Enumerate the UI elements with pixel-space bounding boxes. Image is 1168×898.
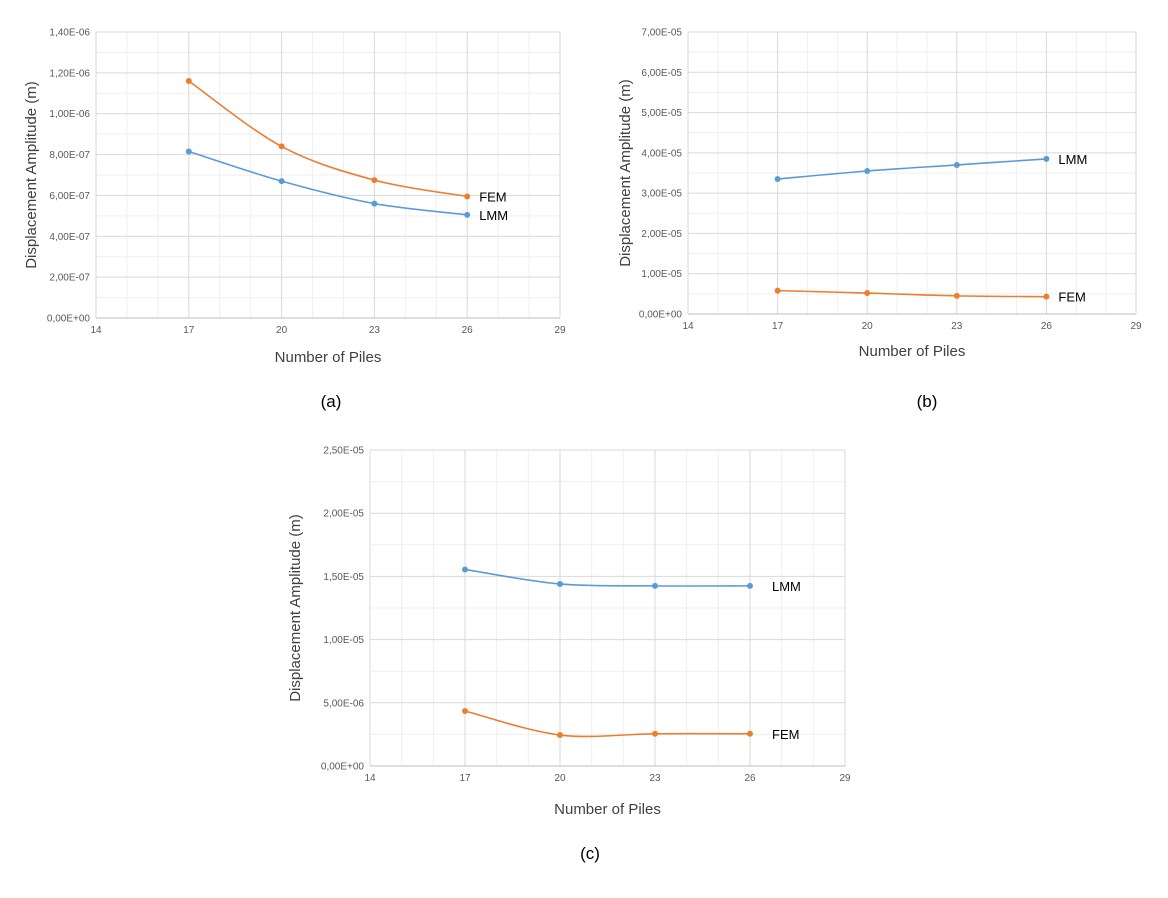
chart-b: 0,00E+00 1,00E-05 2,00E-05 3,00E-05 4,00E-05… bbox=[617, 28, 1142, 361]
y-tick-label: 7,00E-05 bbox=[641, 28, 682, 39]
series-line-lmm bbox=[777, 158, 1047, 180]
caption-b: (b) bbox=[917, 392, 938, 411]
y-tick-label: 0,00E+00 bbox=[639, 310, 683, 321]
x-tick-label: 23 bbox=[951, 321, 963, 332]
data-point-fem bbox=[278, 143, 285, 150]
series-label-lmm: LMM bbox=[479, 208, 508, 223]
y-tick-label: 4,00E-07 bbox=[49, 232, 90, 243]
y-axis-title: Displacement Amplitude (m) bbox=[617, 79, 634, 267]
x-axis-title: Number of Piles bbox=[275, 349, 382, 366]
x-tick-label: 29 bbox=[1130, 321, 1142, 332]
caption-a: (a) bbox=[321, 392, 342, 411]
x-tick-label: 17 bbox=[183, 325, 195, 336]
x-tick-label: 26 bbox=[462, 325, 474, 336]
y-tick-label: 5,00E-06 bbox=[323, 698, 364, 709]
series-label-lmm: LMM bbox=[1058, 152, 1087, 167]
data-point-fem bbox=[462, 708, 468, 715]
y-tick-label: 1,00E-06 bbox=[49, 109, 90, 120]
data-point-lmm bbox=[953, 161, 960, 168]
x-tick-label: 23 bbox=[649, 773, 661, 784]
data-point-fem bbox=[557, 732, 563, 739]
data-point-fem bbox=[371, 177, 378, 184]
x-tick-label: 20 bbox=[862, 321, 874, 332]
y-tick-label: 8,00E-07 bbox=[49, 150, 90, 161]
data-point-lmm bbox=[747, 582, 753, 589]
x-tick-label: 20 bbox=[276, 325, 288, 336]
y-tick-label: 1,00E-05 bbox=[641, 269, 682, 280]
x-axis-title: Number of Piles bbox=[554, 801, 661, 818]
series-label-fem: FEM bbox=[479, 189, 506, 204]
data-point-fem bbox=[464, 193, 471, 200]
x-tick-label: 23 bbox=[369, 325, 381, 336]
data-point-fem bbox=[864, 290, 871, 297]
x-tick-label: 26 bbox=[1041, 321, 1053, 332]
y-tick-label: 2,50E-05 bbox=[323, 446, 364, 457]
y-tick-label: 6,00E-07 bbox=[49, 191, 90, 202]
data-point-lmm bbox=[185, 148, 192, 155]
x-tick-label: 29 bbox=[554, 325, 566, 336]
data-point-lmm bbox=[864, 167, 871, 174]
x-tick-label: 14 bbox=[90, 325, 102, 336]
y-tick-label: 5,00E-05 bbox=[641, 108, 682, 119]
y-tick-label: 1,20E-06 bbox=[49, 68, 90, 79]
y-axis-title: Displacement Amplitude (m) bbox=[23, 81, 40, 269]
series-label-fem: FEM bbox=[1058, 290, 1085, 305]
x-tick-label: 20 bbox=[554, 773, 566, 784]
data-point-fem bbox=[774, 287, 781, 294]
y-tick-label: 6,00E-05 bbox=[641, 68, 682, 79]
y-tick-label: 0,00E+00 bbox=[321, 762, 365, 773]
data-point-fem bbox=[747, 730, 753, 737]
data-point-lmm bbox=[652, 582, 658, 589]
y-tick-label: 2,00E-05 bbox=[323, 509, 364, 520]
data-point-lmm bbox=[774, 176, 781, 183]
x-tick-label: 17 bbox=[772, 321, 784, 332]
data-point-fem bbox=[1043, 293, 1050, 300]
data-point-lmm bbox=[371, 200, 378, 207]
series-line-lmm bbox=[188, 150, 468, 216]
y-axis-title: Displacement Amplitude (m) bbox=[287, 514, 304, 702]
series-line-fem bbox=[777, 289, 1047, 298]
data-point-lmm bbox=[278, 178, 285, 185]
caption-c: (c) bbox=[580, 844, 600, 863]
x-tick-label: 14 bbox=[364, 773, 376, 784]
series-line-lmm bbox=[464, 568, 751, 587]
x-tick-label: 29 bbox=[839, 773, 851, 784]
series-line-fem bbox=[464, 710, 751, 738]
y-tick-label: 1,40E-06 bbox=[49, 28, 90, 39]
x-tick-label: 17 bbox=[459, 773, 471, 784]
data-point-lmm bbox=[1043, 155, 1050, 162]
y-tick-label: 0,00E+00 bbox=[47, 314, 91, 325]
series-label-fem: FEM bbox=[772, 727, 799, 742]
data-point-fem bbox=[652, 730, 658, 737]
y-tick-label: 2,00E-05 bbox=[641, 229, 682, 240]
chart-c: 0,00E+00 5,00E-06 1,00E-05 1,50E-05 2,00E-05… bbox=[287, 446, 851, 819]
data-point-lmm bbox=[462, 566, 468, 573]
y-tick-label: 1,50E-05 bbox=[323, 572, 364, 583]
x-axis-title: Number of Piles bbox=[859, 343, 966, 360]
y-tick-label: 2,00E-07 bbox=[49, 273, 90, 284]
chart-a: 0,00E+00 2,00E-07 4,00E-07 6,00E-07 8,00E-07… bbox=[23, 28, 566, 367]
data-point-lmm bbox=[464, 211, 471, 218]
x-tick-label: 14 bbox=[682, 321, 694, 332]
data-point-fem bbox=[953, 292, 960, 299]
y-tick-label: 3,00E-05 bbox=[641, 189, 682, 200]
data-point-lmm bbox=[557, 580, 563, 587]
y-tick-label: 1,00E-05 bbox=[323, 635, 364, 646]
data-point-fem bbox=[185, 78, 192, 85]
series-line-fem bbox=[188, 80, 468, 198]
series-label-lmm: LMM bbox=[772, 579, 801, 594]
x-tick-label: 26 bbox=[744, 773, 756, 784]
y-tick-label: 4,00E-05 bbox=[641, 148, 682, 159]
